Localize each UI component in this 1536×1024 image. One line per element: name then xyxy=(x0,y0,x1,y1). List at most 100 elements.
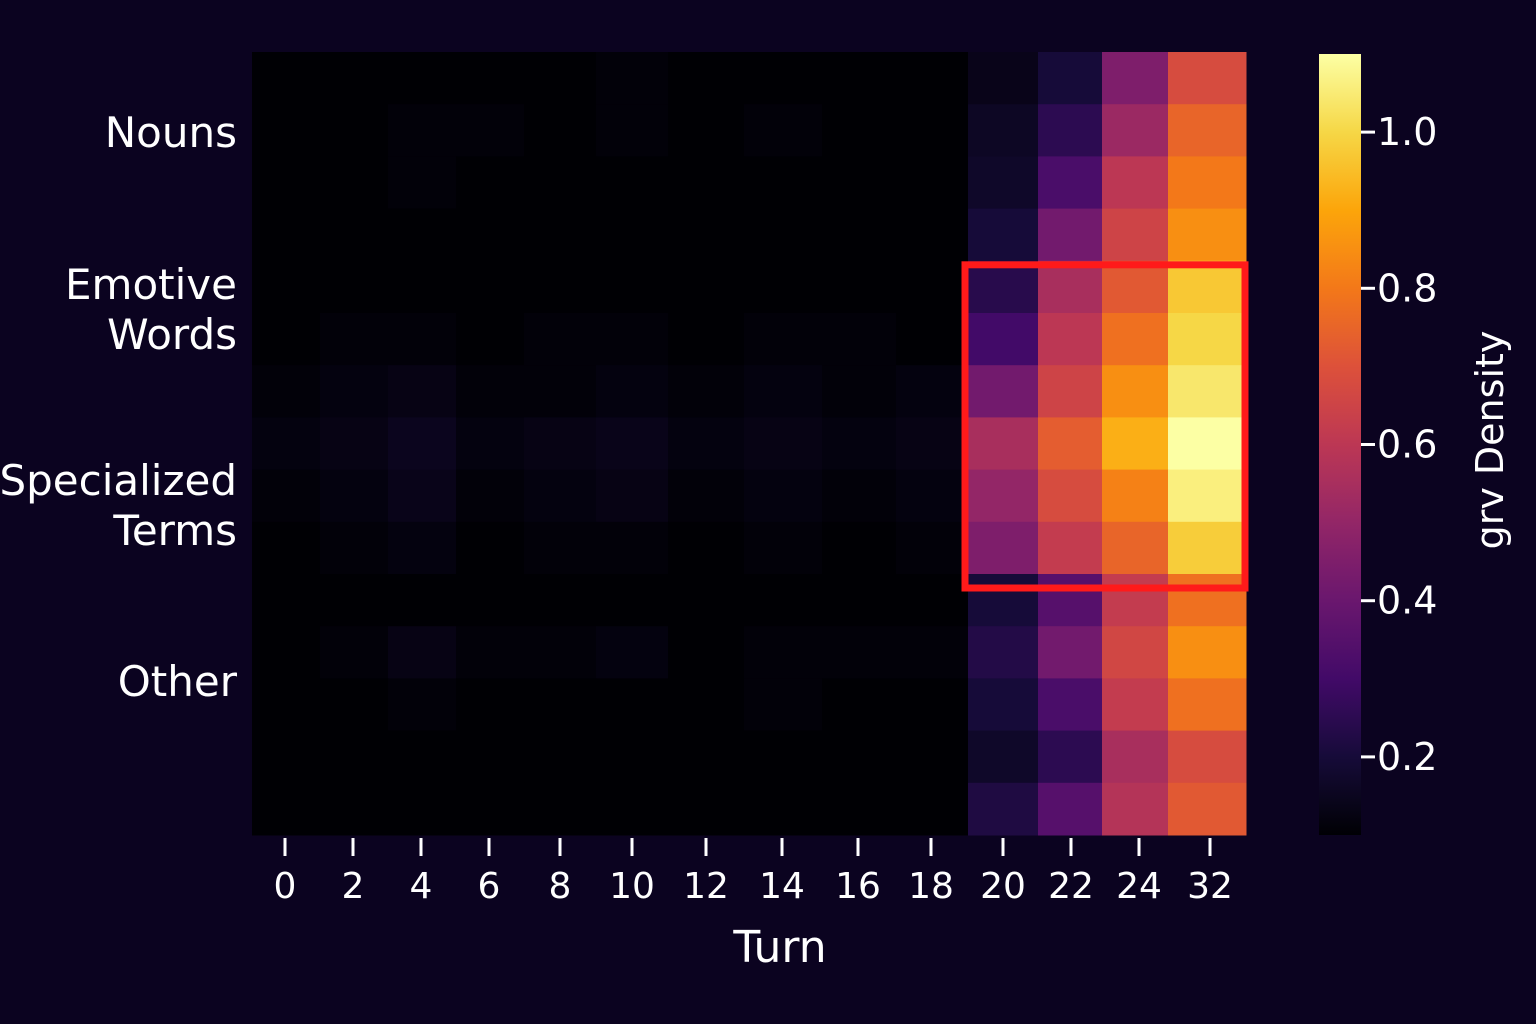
heatmap-cell xyxy=(822,156,897,210)
heatmap-cell xyxy=(320,365,389,418)
heatmap-cell xyxy=(1038,260,1103,314)
y-category-label: Emotive Words xyxy=(65,260,237,359)
heatmap-cell xyxy=(596,52,669,105)
y-category-label: Other xyxy=(118,657,238,706)
heatmap-cell xyxy=(596,417,669,471)
heatmap-cell xyxy=(456,626,525,679)
heatmap-cell xyxy=(252,417,321,471)
y-category-label: Specialized Terms xyxy=(0,456,237,555)
heatmap-cell xyxy=(524,208,597,262)
heatmap-cell xyxy=(968,208,1039,262)
heatmap-cell xyxy=(524,678,597,732)
heatmap-cell xyxy=(320,574,389,627)
heatmap-cell xyxy=(822,782,897,836)
heatmap-cell xyxy=(320,208,389,262)
heatmap-cell xyxy=(596,730,669,784)
heatmap-cell xyxy=(968,313,1039,366)
heatmap-cell xyxy=(388,521,457,575)
heatmap-cell xyxy=(896,417,969,471)
colorbar-tick-label: 0.2 xyxy=(1377,735,1437,779)
x-tick-label: 6 xyxy=(478,866,501,907)
x-tick-label: 32 xyxy=(1187,866,1233,907)
colorbar-tick-label: 0.8 xyxy=(1377,266,1437,310)
heatmap-cell xyxy=(1168,52,1247,105)
heatmap-cell xyxy=(388,208,457,262)
heatmap-cell xyxy=(744,156,823,210)
heatmap-cell xyxy=(668,208,745,262)
heatmap-cell xyxy=(744,521,823,575)
heatmap-cell xyxy=(320,52,389,105)
heatmap-cell xyxy=(388,104,457,157)
heatmap-cell xyxy=(456,521,525,575)
heatmap-cell xyxy=(744,626,823,679)
heatmap-cell xyxy=(596,521,669,575)
x-tick-label: 8 xyxy=(549,866,572,907)
heatmap-cell xyxy=(524,52,597,105)
highlight-rectangle xyxy=(961,261,1249,592)
x-tick-label: 14 xyxy=(759,866,805,907)
heatmap-cell xyxy=(524,782,597,836)
heatmap-cell xyxy=(1038,521,1103,575)
heatmap-cell xyxy=(320,678,389,732)
heatmap-cell xyxy=(524,313,597,366)
heatmap-cell xyxy=(822,417,897,471)
heatmap-cell xyxy=(1168,104,1247,157)
heatmap-cell xyxy=(456,417,525,471)
heatmap-cell xyxy=(1102,469,1169,523)
heatmap-cell xyxy=(896,208,969,262)
heatmap-cell xyxy=(596,678,669,732)
heatmap-cell xyxy=(968,52,1039,105)
heatmap-cell xyxy=(1168,260,1247,314)
x-tick-label: 2 xyxy=(342,866,365,907)
heatmap-cell xyxy=(744,678,823,732)
heatmap-cell xyxy=(456,574,525,627)
x-tick-label: 18 xyxy=(908,866,954,907)
heatmap-cell xyxy=(1038,678,1103,732)
heatmap-cell xyxy=(896,782,969,836)
heatmap-cell xyxy=(456,678,525,732)
heatmap-cell xyxy=(1102,156,1169,210)
x-tick-label: 0 xyxy=(274,866,297,907)
heatmap-cell xyxy=(388,313,457,366)
heatmap-cell xyxy=(968,730,1039,784)
heatmap-cell xyxy=(252,626,321,679)
heatmap-cell xyxy=(388,156,457,210)
heatmap-cell xyxy=(456,52,525,105)
heatmap-cell xyxy=(668,365,745,418)
heatmap-cell xyxy=(252,313,321,366)
heatmap-cell xyxy=(320,469,389,523)
heatmap-cell xyxy=(596,626,669,679)
heatmap-cell xyxy=(822,208,897,262)
heatmap-cell xyxy=(252,156,321,210)
heatmap-cell xyxy=(668,678,745,732)
heatmap-cell xyxy=(1168,469,1247,523)
heatmap-cell xyxy=(1102,521,1169,575)
heatmap-cell xyxy=(388,52,457,105)
heatmap-cell xyxy=(252,52,321,105)
heatmap-cell xyxy=(822,104,897,157)
heatmap-cell xyxy=(968,626,1039,679)
heatmap-cell xyxy=(822,521,897,575)
heatmap-cell xyxy=(524,260,597,314)
heatmap-cell xyxy=(968,417,1039,471)
heatmap-cell xyxy=(252,365,321,418)
heatmap-cell xyxy=(1168,365,1247,418)
heatmap-cell xyxy=(1168,208,1247,262)
heatmap-cell xyxy=(388,574,457,627)
heatmap-cell xyxy=(1038,730,1103,784)
heatmap-cell xyxy=(1102,417,1169,471)
heatmap-cell xyxy=(744,365,823,418)
heatmap-cell xyxy=(668,469,745,523)
heatmap-cell xyxy=(524,104,597,157)
heatmap-cell xyxy=(668,521,745,575)
heatmap-cell xyxy=(1102,260,1169,314)
heatmap-cell xyxy=(320,260,389,314)
heatmap-cell xyxy=(896,574,969,627)
heatmap-cell xyxy=(896,730,969,784)
x-tick-label: 10 xyxy=(609,866,655,907)
heatmap-cell xyxy=(968,678,1039,732)
heatmap-cell xyxy=(524,156,597,210)
heatmap-cell xyxy=(252,104,321,157)
heatmap-cell xyxy=(1038,626,1103,679)
